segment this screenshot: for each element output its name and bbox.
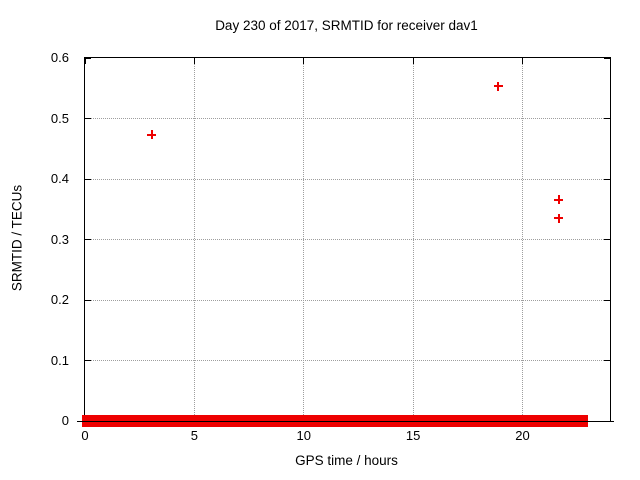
y-gridline	[85, 118, 610, 119]
x-tick-mark-top	[412, 58, 414, 64]
marker-vertical-bar	[497, 81, 500, 91]
x-gridline	[522, 58, 523, 421]
x-tick-mark-top	[303, 58, 305, 64]
x-gridline	[412, 58, 414, 421]
y-tick-mark-left	[85, 57, 91, 59]
x-gridline	[303, 58, 305, 421]
x-tick-mark-top	[522, 58, 523, 64]
x-tick-label: 0	[81, 428, 89, 443]
y-tick-label: 0.5	[50, 110, 69, 126]
x-tick-label: 5	[190, 428, 198, 443]
data-point-marker	[554, 195, 564, 205]
y-tick-label: 0.1	[50, 352, 69, 368]
y-tick-label: 0.3	[50, 231, 69, 247]
y-tick-mark-left	[85, 239, 91, 240]
y-gridline	[85, 360, 610, 361]
x-tick-label: 20	[515, 428, 530, 443]
y-gridline	[85, 299, 610, 301]
y-tick-label: 0	[61, 413, 69, 428]
chart-title: Day 230 of 2017, SRMTID for receiver dav…	[215, 18, 478, 33]
y-tick-mark-left	[85, 299, 91, 301]
y-tick-mark-right	[604, 360, 610, 361]
y-tick-mark-left	[85, 360, 91, 361]
y-gridline	[85, 239, 610, 240]
data-point-marker	[493, 81, 503, 91]
y-tick-mark-right	[604, 299, 610, 301]
x-tick-label: 15	[405, 428, 421, 443]
x-axis-title: GPS time / hours	[295, 453, 398, 468]
x-tick-mark-top	[84, 58, 86, 64]
y-gridline	[85, 178, 610, 180]
y-tick-label: 0.4	[50, 171, 69, 186]
x-tick-mark-top	[193, 58, 195, 64]
x-axis-line	[77, 421, 614, 422]
y-tick-mark-right	[604, 57, 610, 59]
data-point-marker	[147, 130, 157, 140]
y-tick-mark-right	[604, 239, 610, 240]
y-tick-mark-left	[85, 178, 91, 180]
y-tick-label: 0.2	[50, 292, 69, 307]
y-tick-mark-left	[85, 118, 91, 119]
marker-vertical-bar	[557, 213, 560, 223]
y-tick-mark-right	[604, 118, 610, 119]
plot-area: 0 0.1 0.2 0.3 0.4 0.5 0.6 0 5 10 15 20	[51, 50, 614, 443]
marker-vertical-bar	[150, 130, 153, 140]
marker-vertical-bar	[557, 195, 560, 205]
x-tick-label: 10	[296, 428, 311, 443]
x-gridline	[193, 58, 195, 421]
data-point-marker	[554, 213, 564, 223]
y-tick-mark-right	[604, 178, 610, 180]
y-tick-label: 0.6	[50, 50, 69, 65]
